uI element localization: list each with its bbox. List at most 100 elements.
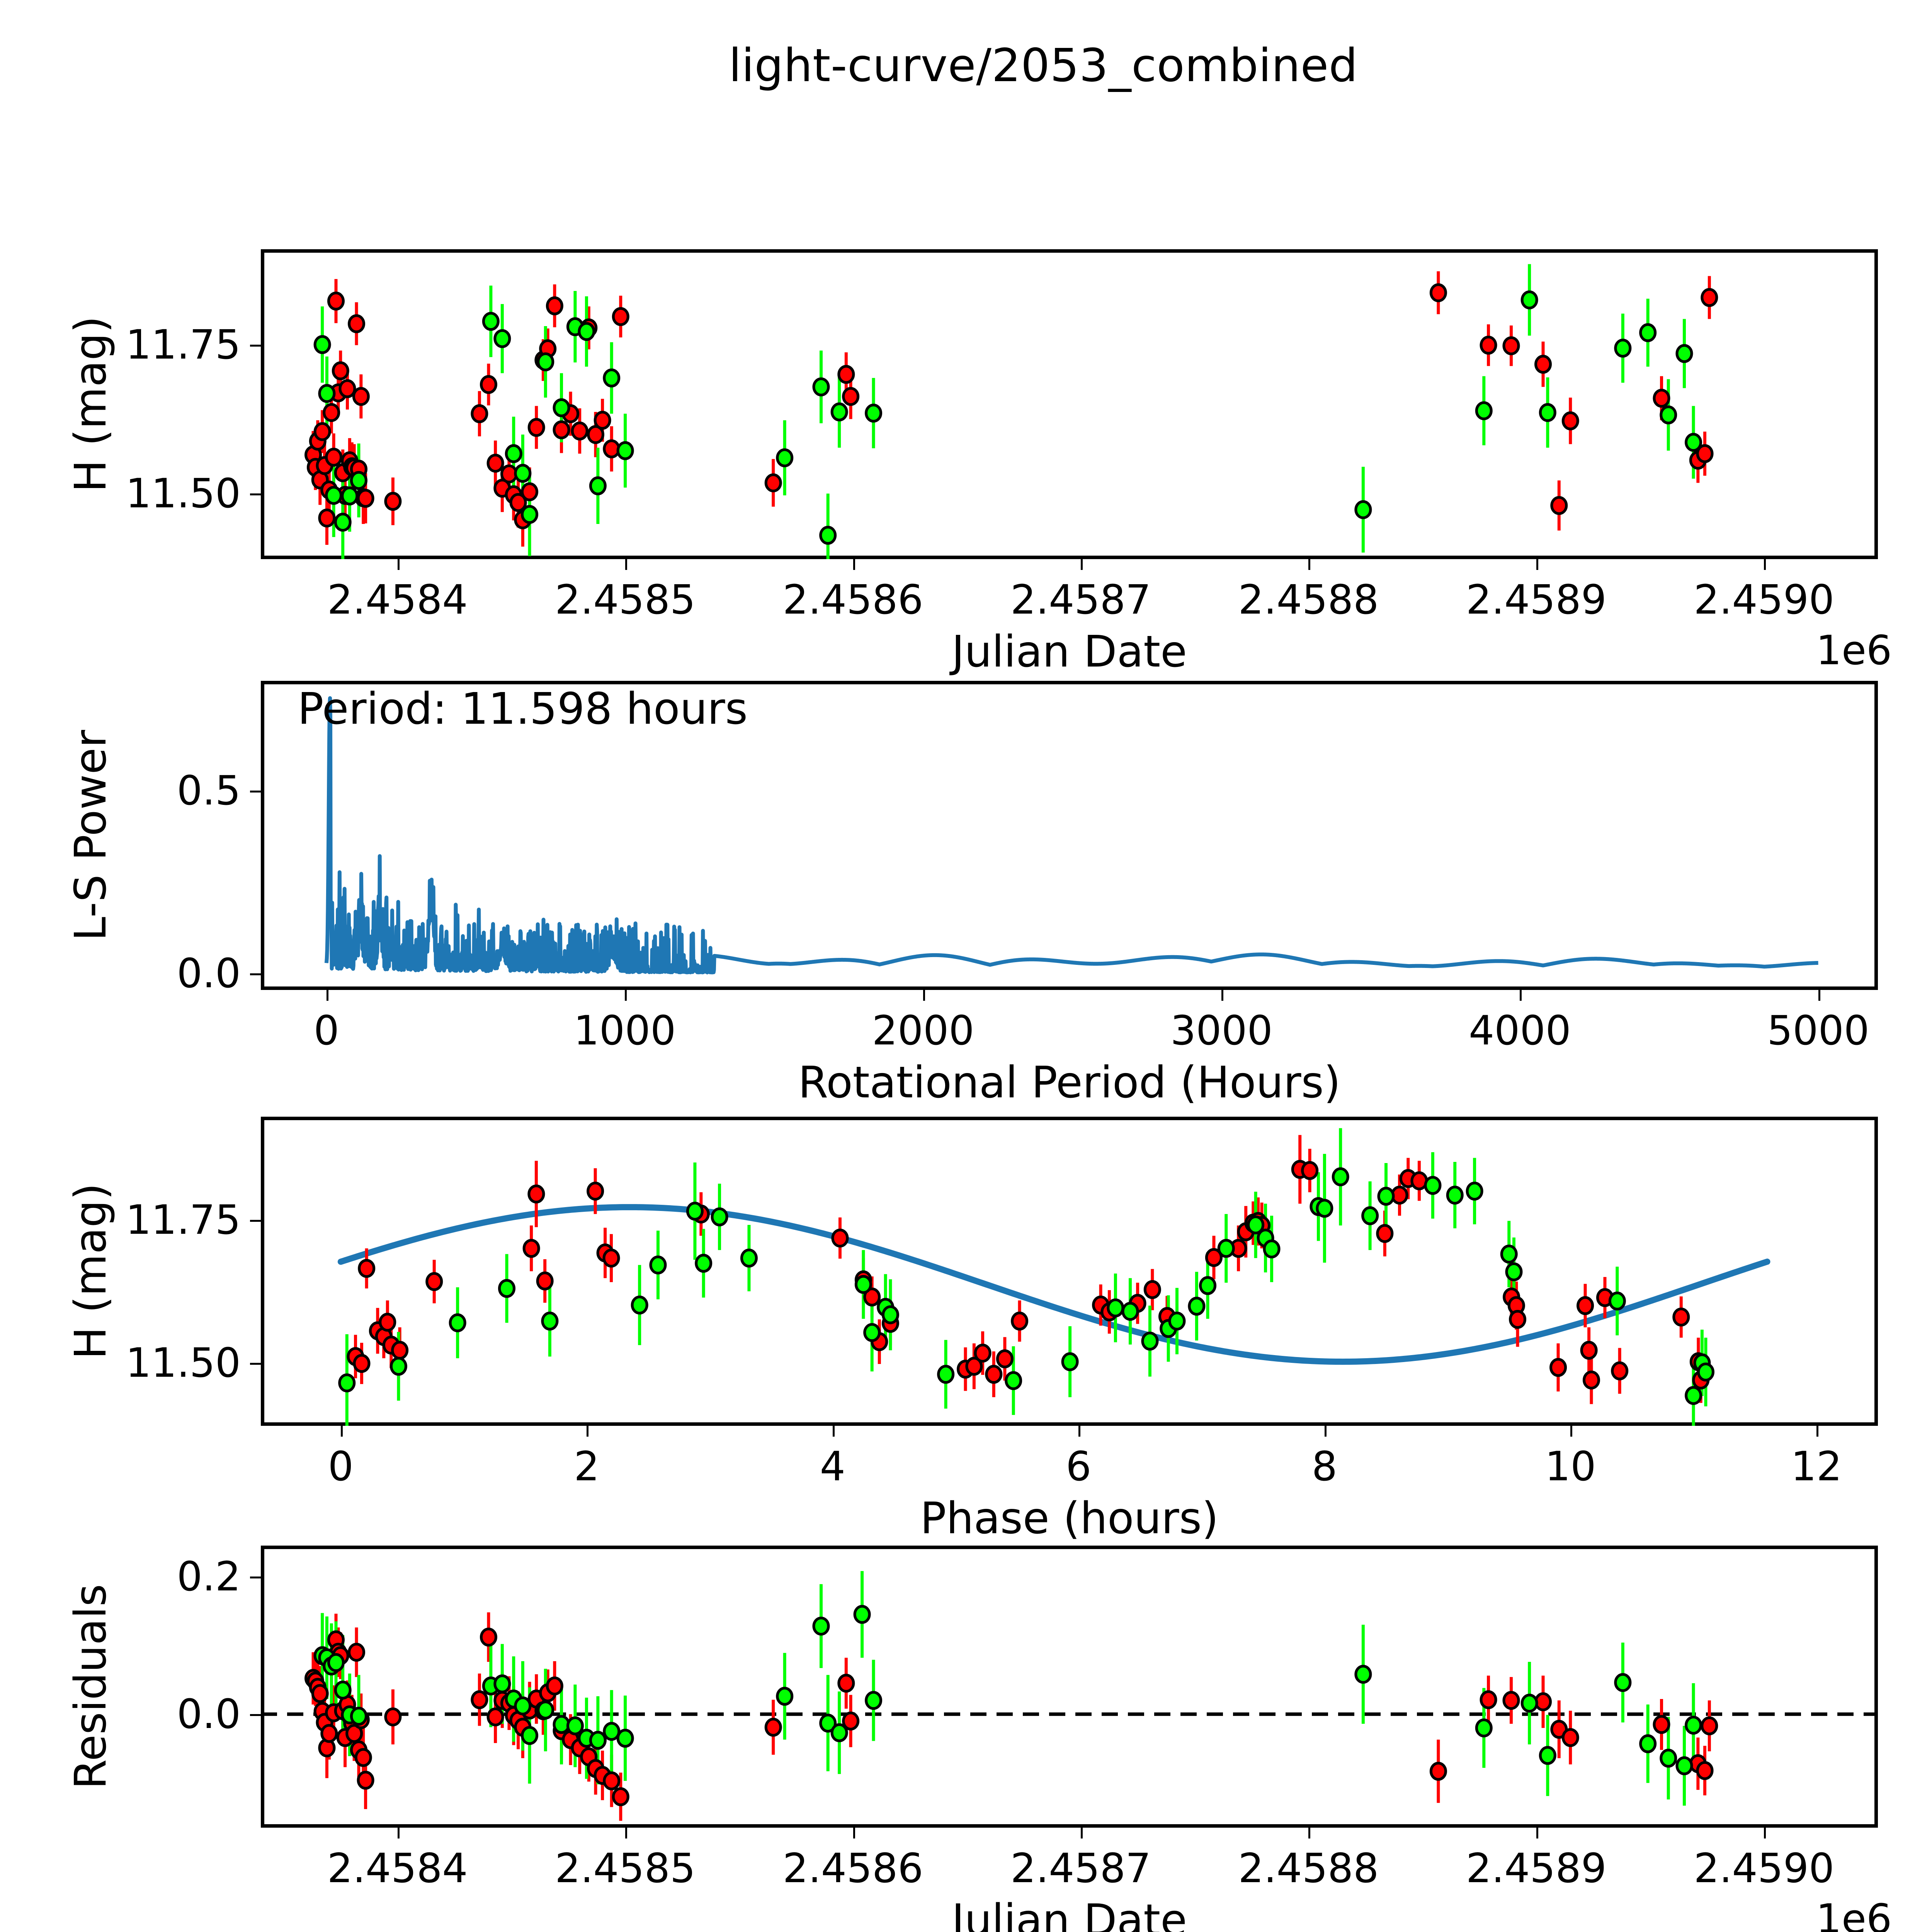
data-point-green: [482, 312, 500, 331]
data-point-green: [521, 505, 539, 524]
data-point-green: [863, 1323, 881, 1342]
data-point-green: [334, 1680, 352, 1700]
data-point-red: [1534, 355, 1552, 374]
data-point-green: [603, 368, 621, 388]
data-point-red: [1577, 1296, 1594, 1315]
data-point-red: [353, 1354, 371, 1373]
panel-periodogram: [261, 681, 1878, 990]
x-tick-label: 2.4590: [1694, 576, 1835, 623]
periodogram-line: [324, 696, 1820, 975]
data-point-green: [521, 1726, 539, 1745]
data-point-red: [332, 361, 349, 381]
data-point-green: [1188, 1296, 1206, 1316]
data-point-green: [1614, 338, 1632, 358]
data-point-red: [471, 404, 488, 423]
data-point-red: [842, 1711, 860, 1731]
data-point-red: [546, 296, 563, 316]
axis-tick: [250, 493, 261, 496]
x-tick-label: 2.4587: [1010, 576, 1151, 623]
data-point-red: [320, 1724, 338, 1743]
data-point-green: [566, 1716, 584, 1735]
data-point-red: [509, 493, 527, 512]
data-point-green: [1660, 1748, 1677, 1768]
panel-lightcurve-plot-area: [261, 249, 1878, 559]
x-tick-label: 8: [1311, 1443, 1337, 1490]
data-point-red: [1653, 1715, 1670, 1734]
data-point-green: [1061, 1352, 1079, 1371]
data-point-red: [358, 1259, 376, 1278]
data-point-red: [1580, 1340, 1598, 1360]
data-point-red: [1653, 389, 1670, 408]
data-point-red: [311, 1684, 329, 1703]
y-tick-label: 0.2: [177, 1553, 241, 1600]
data-point-green: [1316, 1199, 1333, 1218]
y-tick-label: 11.75: [126, 1196, 241, 1243]
data-point-green: [1199, 1276, 1217, 1295]
axis-tick: [1080, 559, 1083, 570]
data-point-green: [1141, 1332, 1159, 1351]
data-point-green: [1685, 433, 1702, 452]
data-point-green: [812, 1616, 830, 1636]
y-tick-label: 11.50: [126, 1339, 241, 1387]
data-point-red: [1672, 1308, 1690, 1327]
data-point-red: [863, 1287, 881, 1307]
data-point-green: [1614, 1673, 1632, 1692]
data-point-red: [1550, 496, 1568, 515]
data-point-green: [578, 322, 595, 341]
x-tick-label: 4: [820, 1443, 845, 1490]
data-point-green: [1475, 401, 1493, 420]
data-point-green: [313, 335, 331, 354]
y-axis-title: Residuals: [66, 1584, 116, 1789]
data-point-green: [1424, 1176, 1442, 1195]
data-point-red: [764, 1718, 782, 1737]
data-point-red: [587, 425, 604, 444]
x-tick-label: 5000: [1767, 1007, 1869, 1054]
data-point-green: [1005, 1371, 1022, 1390]
data-point-green: [1685, 1386, 1702, 1405]
x-tick-label: 0: [313, 1007, 339, 1054]
axis-tick: [1570, 1426, 1573, 1437]
axis-tick: [625, 559, 628, 570]
y-axis-title: L-S Power: [66, 730, 116, 941]
data-point-green: [1675, 344, 1693, 363]
data-point-red: [318, 509, 336, 528]
data-point-red: [338, 379, 356, 398]
data-point-red: [1011, 1311, 1029, 1331]
data-point-green: [493, 1674, 511, 1694]
data-point-red: [587, 1182, 604, 1201]
axis-tick: [340, 1426, 343, 1437]
axis-tick: [832, 1426, 835, 1437]
data-point-red: [1502, 336, 1520, 355]
data-point-red: [974, 1344, 992, 1363]
x-tick-label: 2.4590: [1694, 1845, 1835, 1892]
x-tick-label: 2.4588: [1238, 576, 1379, 623]
y-axis-title: H (mag): [66, 1183, 116, 1360]
x-tick-label: 10: [1545, 1443, 1596, 1490]
data-point-green: [776, 1687, 794, 1706]
axis-tick: [250, 973, 261, 976]
panel-phasefold: [261, 1117, 1878, 1426]
data-point-green: [1520, 1694, 1538, 1713]
axis-tick: [1764, 1828, 1766, 1838]
data-point-red: [1376, 1224, 1394, 1243]
data-point-green: [449, 1313, 466, 1332]
x-tick-label: 3000: [1170, 1007, 1273, 1054]
x-tick-label: 2: [574, 1443, 600, 1490]
sinusoid-fit-line: [337, 1204, 1770, 1365]
data-point-green: [1475, 1718, 1493, 1738]
data-point-green: [334, 512, 352, 532]
data-point-red: [352, 387, 370, 406]
data-point-green: [514, 464, 532, 483]
x-tick-label: 0: [328, 1443, 354, 1490]
data-point-red: [1480, 1690, 1497, 1709]
data-point-green: [1332, 1167, 1349, 1187]
data-point-red: [1429, 1762, 1447, 1781]
axis-tick: [1308, 559, 1311, 570]
data-point-green: [338, 1373, 356, 1393]
axis-tick: [250, 1363, 261, 1365]
data-point-red: [348, 1643, 366, 1662]
axis-tick: [250, 1714, 261, 1716]
x-tick-label: 2.4587: [1010, 1845, 1151, 1892]
data-point-green: [589, 1731, 607, 1750]
data-point-red: [996, 1349, 1014, 1369]
